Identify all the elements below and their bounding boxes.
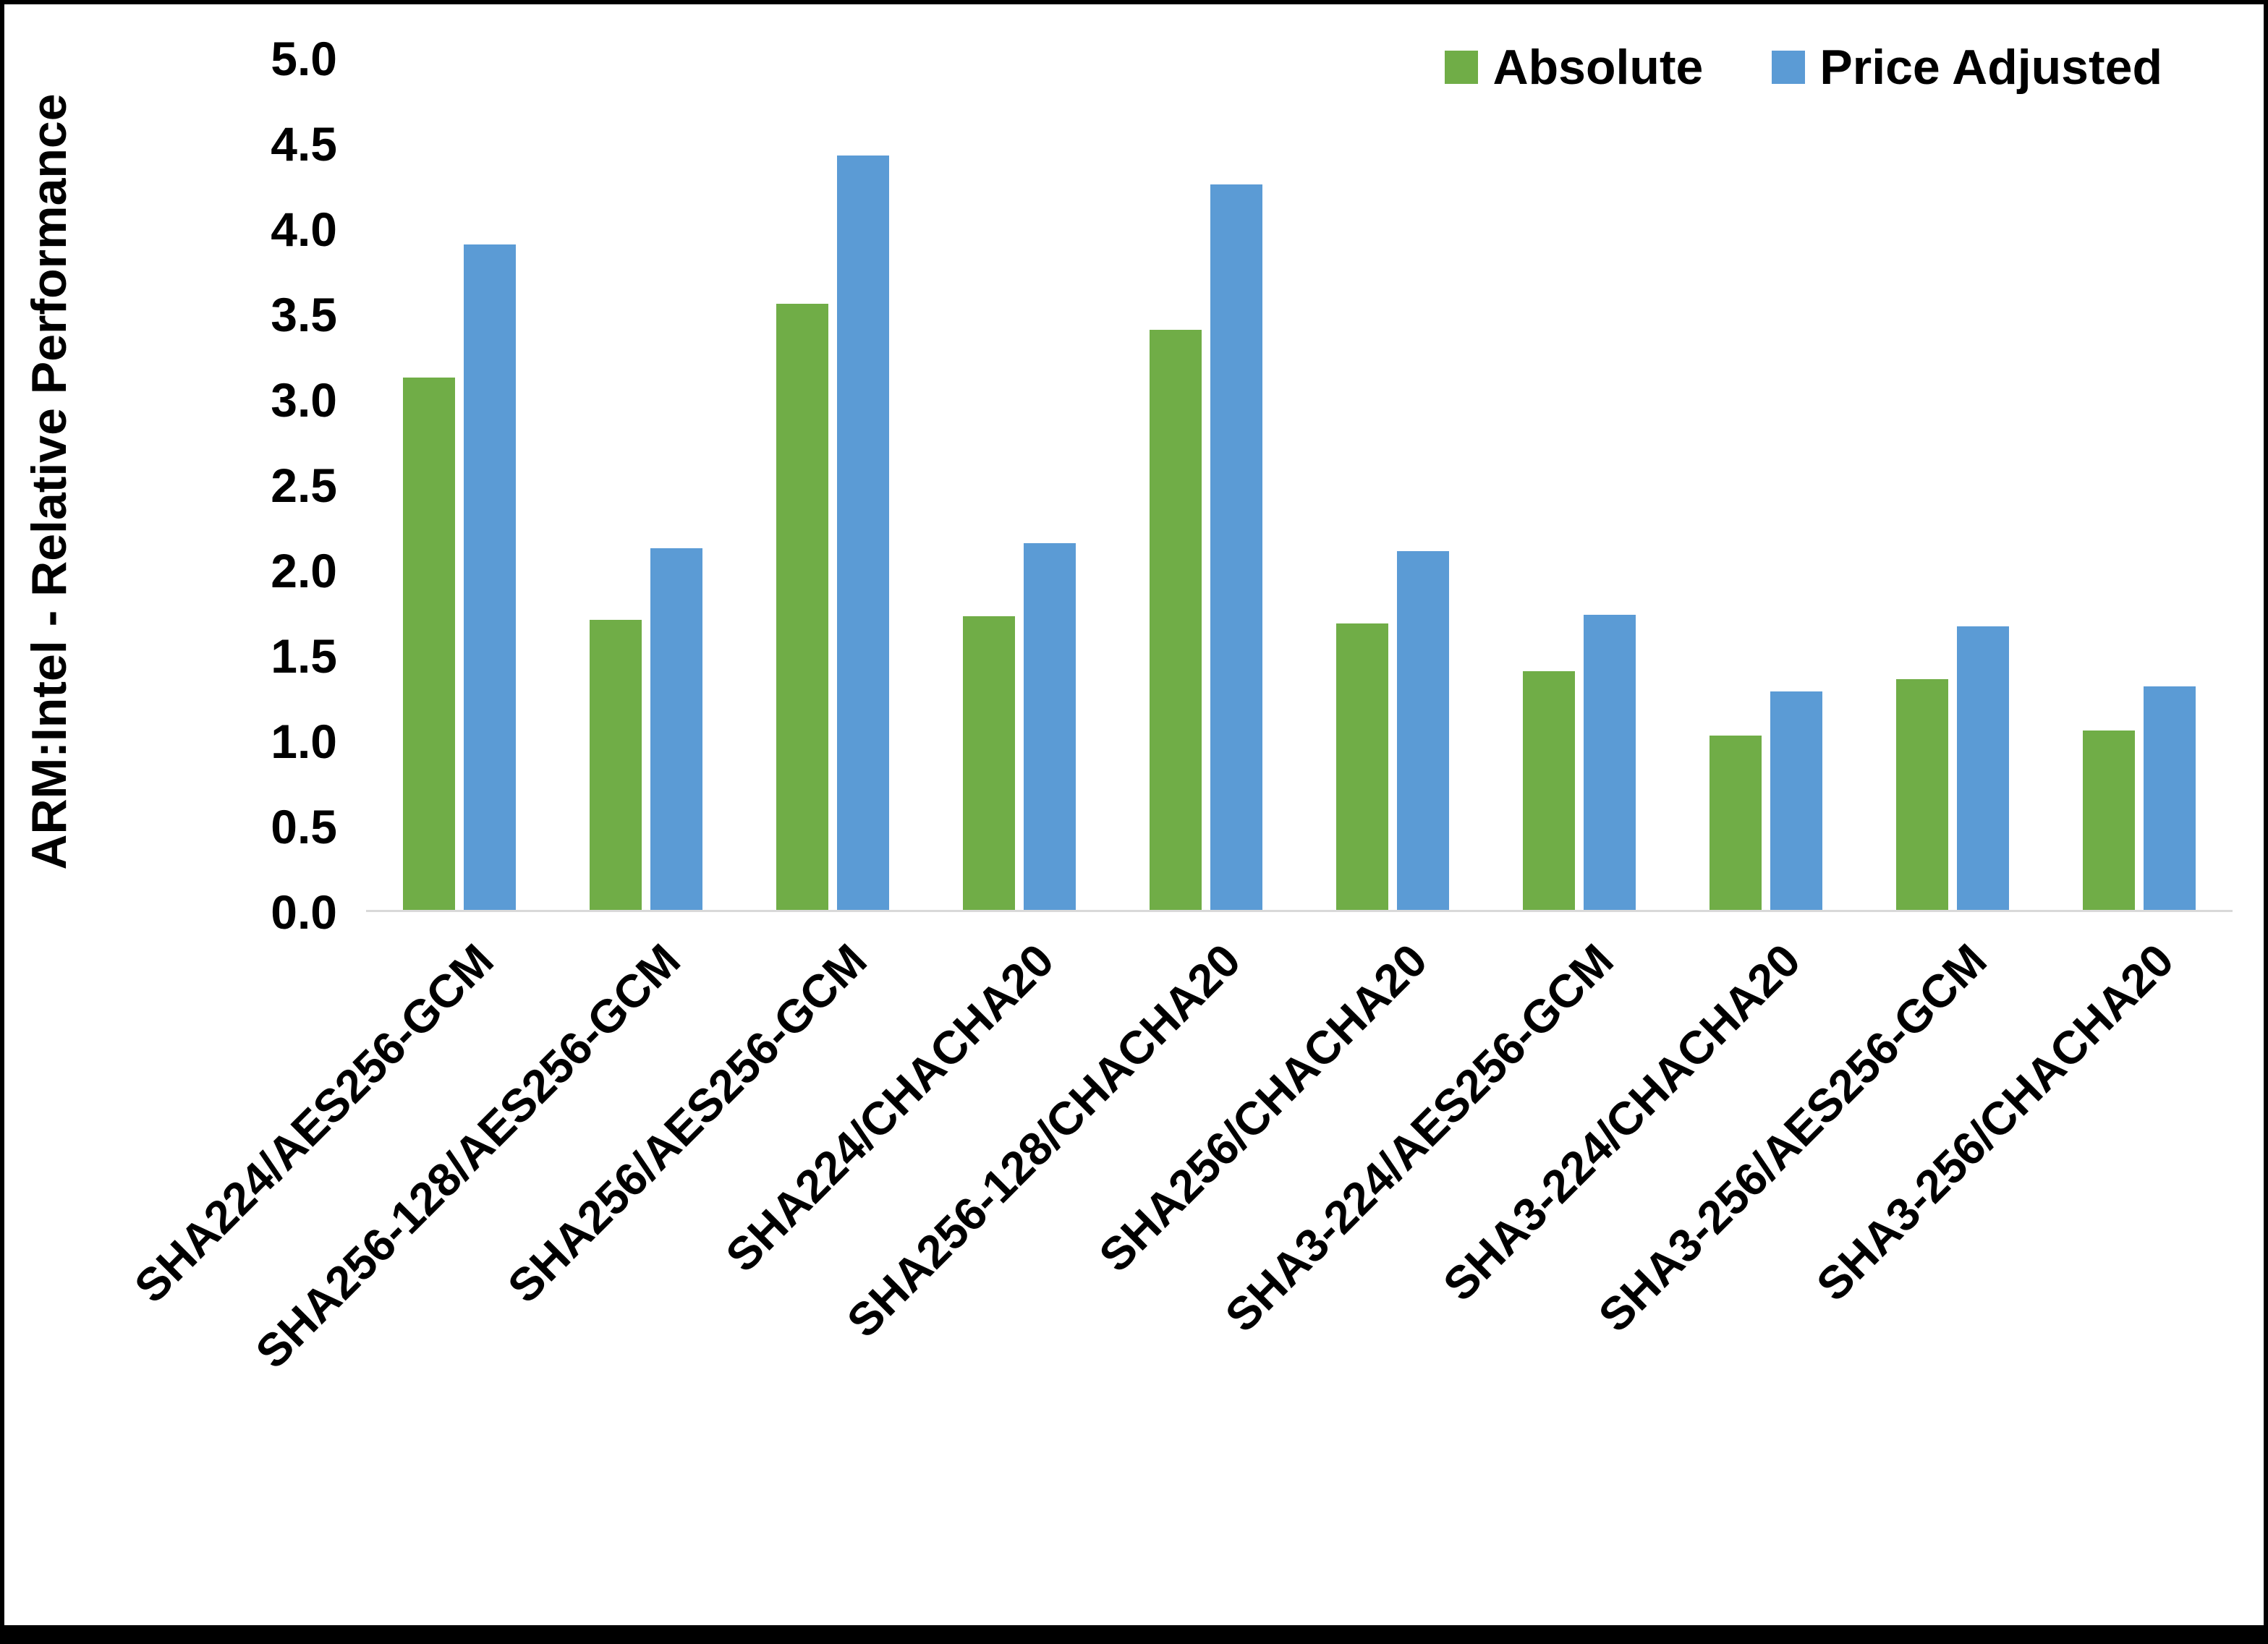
- bar-absolute: [1150, 329, 1202, 910]
- bar-absolute: [1710, 736, 1762, 910]
- y-tick-label: 3.0: [271, 373, 337, 427]
- bar-absolute: [1896, 679, 1948, 910]
- x-category-label: SHA3-256/AES256-GCM: [1589, 934, 1997, 1342]
- bar-price-adjusted: [1957, 626, 2009, 910]
- legend-item-absolute: Absolute: [1445, 39, 1703, 95]
- bar-absolute: [1523, 670, 1575, 910]
- y-tick-label: 4.0: [271, 203, 337, 256]
- legend-label: Price Adjusted: [1819, 40, 2162, 95]
- y-axis-title: ARM:Intel - Relative Performance: [22, 93, 77, 870]
- bar-price-adjusted: [1584, 614, 1636, 910]
- x-category-label: SHA256/AES256-GCM: [498, 934, 878, 1313]
- y-tick-label: 1.5: [271, 629, 337, 683]
- x-category-label: SHA256-128/CHACHA20: [836, 934, 1251, 1347]
- bar-price-adjusted: [464, 244, 516, 910]
- bar-group: [1113, 59, 1299, 910]
- y-tick-label: 4.5: [271, 117, 337, 171]
- y-tick-label: 0.5: [271, 800, 337, 853]
- bar-absolute: [2083, 731, 2135, 910]
- bar-group: [366, 59, 553, 910]
- y-tick-label: 2.0: [271, 544, 337, 597]
- bar-group: [739, 59, 926, 910]
- plot-area: [366, 59, 2233, 912]
- bar-price-adjusted: [2144, 686, 2196, 910]
- bar-absolute: [963, 616, 1015, 910]
- y-tick-label: 5.0: [271, 32, 337, 85]
- legend-swatch-icon: [1772, 51, 1806, 84]
- x-category-label: SHA3-256/CHACHA20: [1806, 934, 2184, 1311]
- bar-price-adjusted: [1397, 551, 1449, 910]
- bar-price-adjusted: [1770, 691, 1822, 910]
- x-category-label: SHA3-224/AES256-GCM: [1215, 934, 1624, 1342]
- x-category-label: SHA224/AES256-GCM: [124, 934, 504, 1313]
- bar-group: [1673, 59, 1859, 910]
- chart-legend: Absolute Price Adjusted: [1445, 39, 2162, 95]
- y-tick-label: 2.5: [271, 459, 337, 512]
- bar-absolute: [1336, 623, 1388, 910]
- legend-label: Absolute: [1492, 40, 1704, 95]
- bar-absolute: [403, 377, 455, 910]
- bar-group: [926, 59, 1113, 910]
- y-tick-label: 1.0: [271, 715, 337, 768]
- x-category-label: SHA256-128/AES256-GCM: [245, 934, 691, 1379]
- x-category-label: SHA256/CHACHA20: [1089, 934, 1437, 1282]
- y-tick-label: 3.5: [271, 288, 337, 341]
- x-category-label: SHA224/CHACHA20: [715, 934, 1064, 1282]
- bar-group: [2046, 59, 2233, 910]
- bar-price-adjusted: [837, 155, 889, 910]
- bar-price-adjusted: [1024, 542, 1076, 910]
- bar-absolute: [590, 619, 642, 910]
- bar-price-adjusted: [650, 548, 702, 910]
- y-tick-label: 0.0: [271, 885, 337, 939]
- legend-item-price-adjusted: Price Adjusted: [1772, 39, 2162, 95]
- bar-group: [553, 59, 739, 910]
- legend-swatch-icon: [1445, 51, 1479, 84]
- bar-group: [1299, 59, 1486, 910]
- bar-group: [1859, 59, 2046, 910]
- x-category-label: SHA3-224/CHACHA20: [1432, 934, 1811, 1311]
- bar-absolute: [776, 304, 828, 910]
- bar-price-adjusted: [1210, 184, 1262, 910]
- bar-group: [1486, 59, 1673, 910]
